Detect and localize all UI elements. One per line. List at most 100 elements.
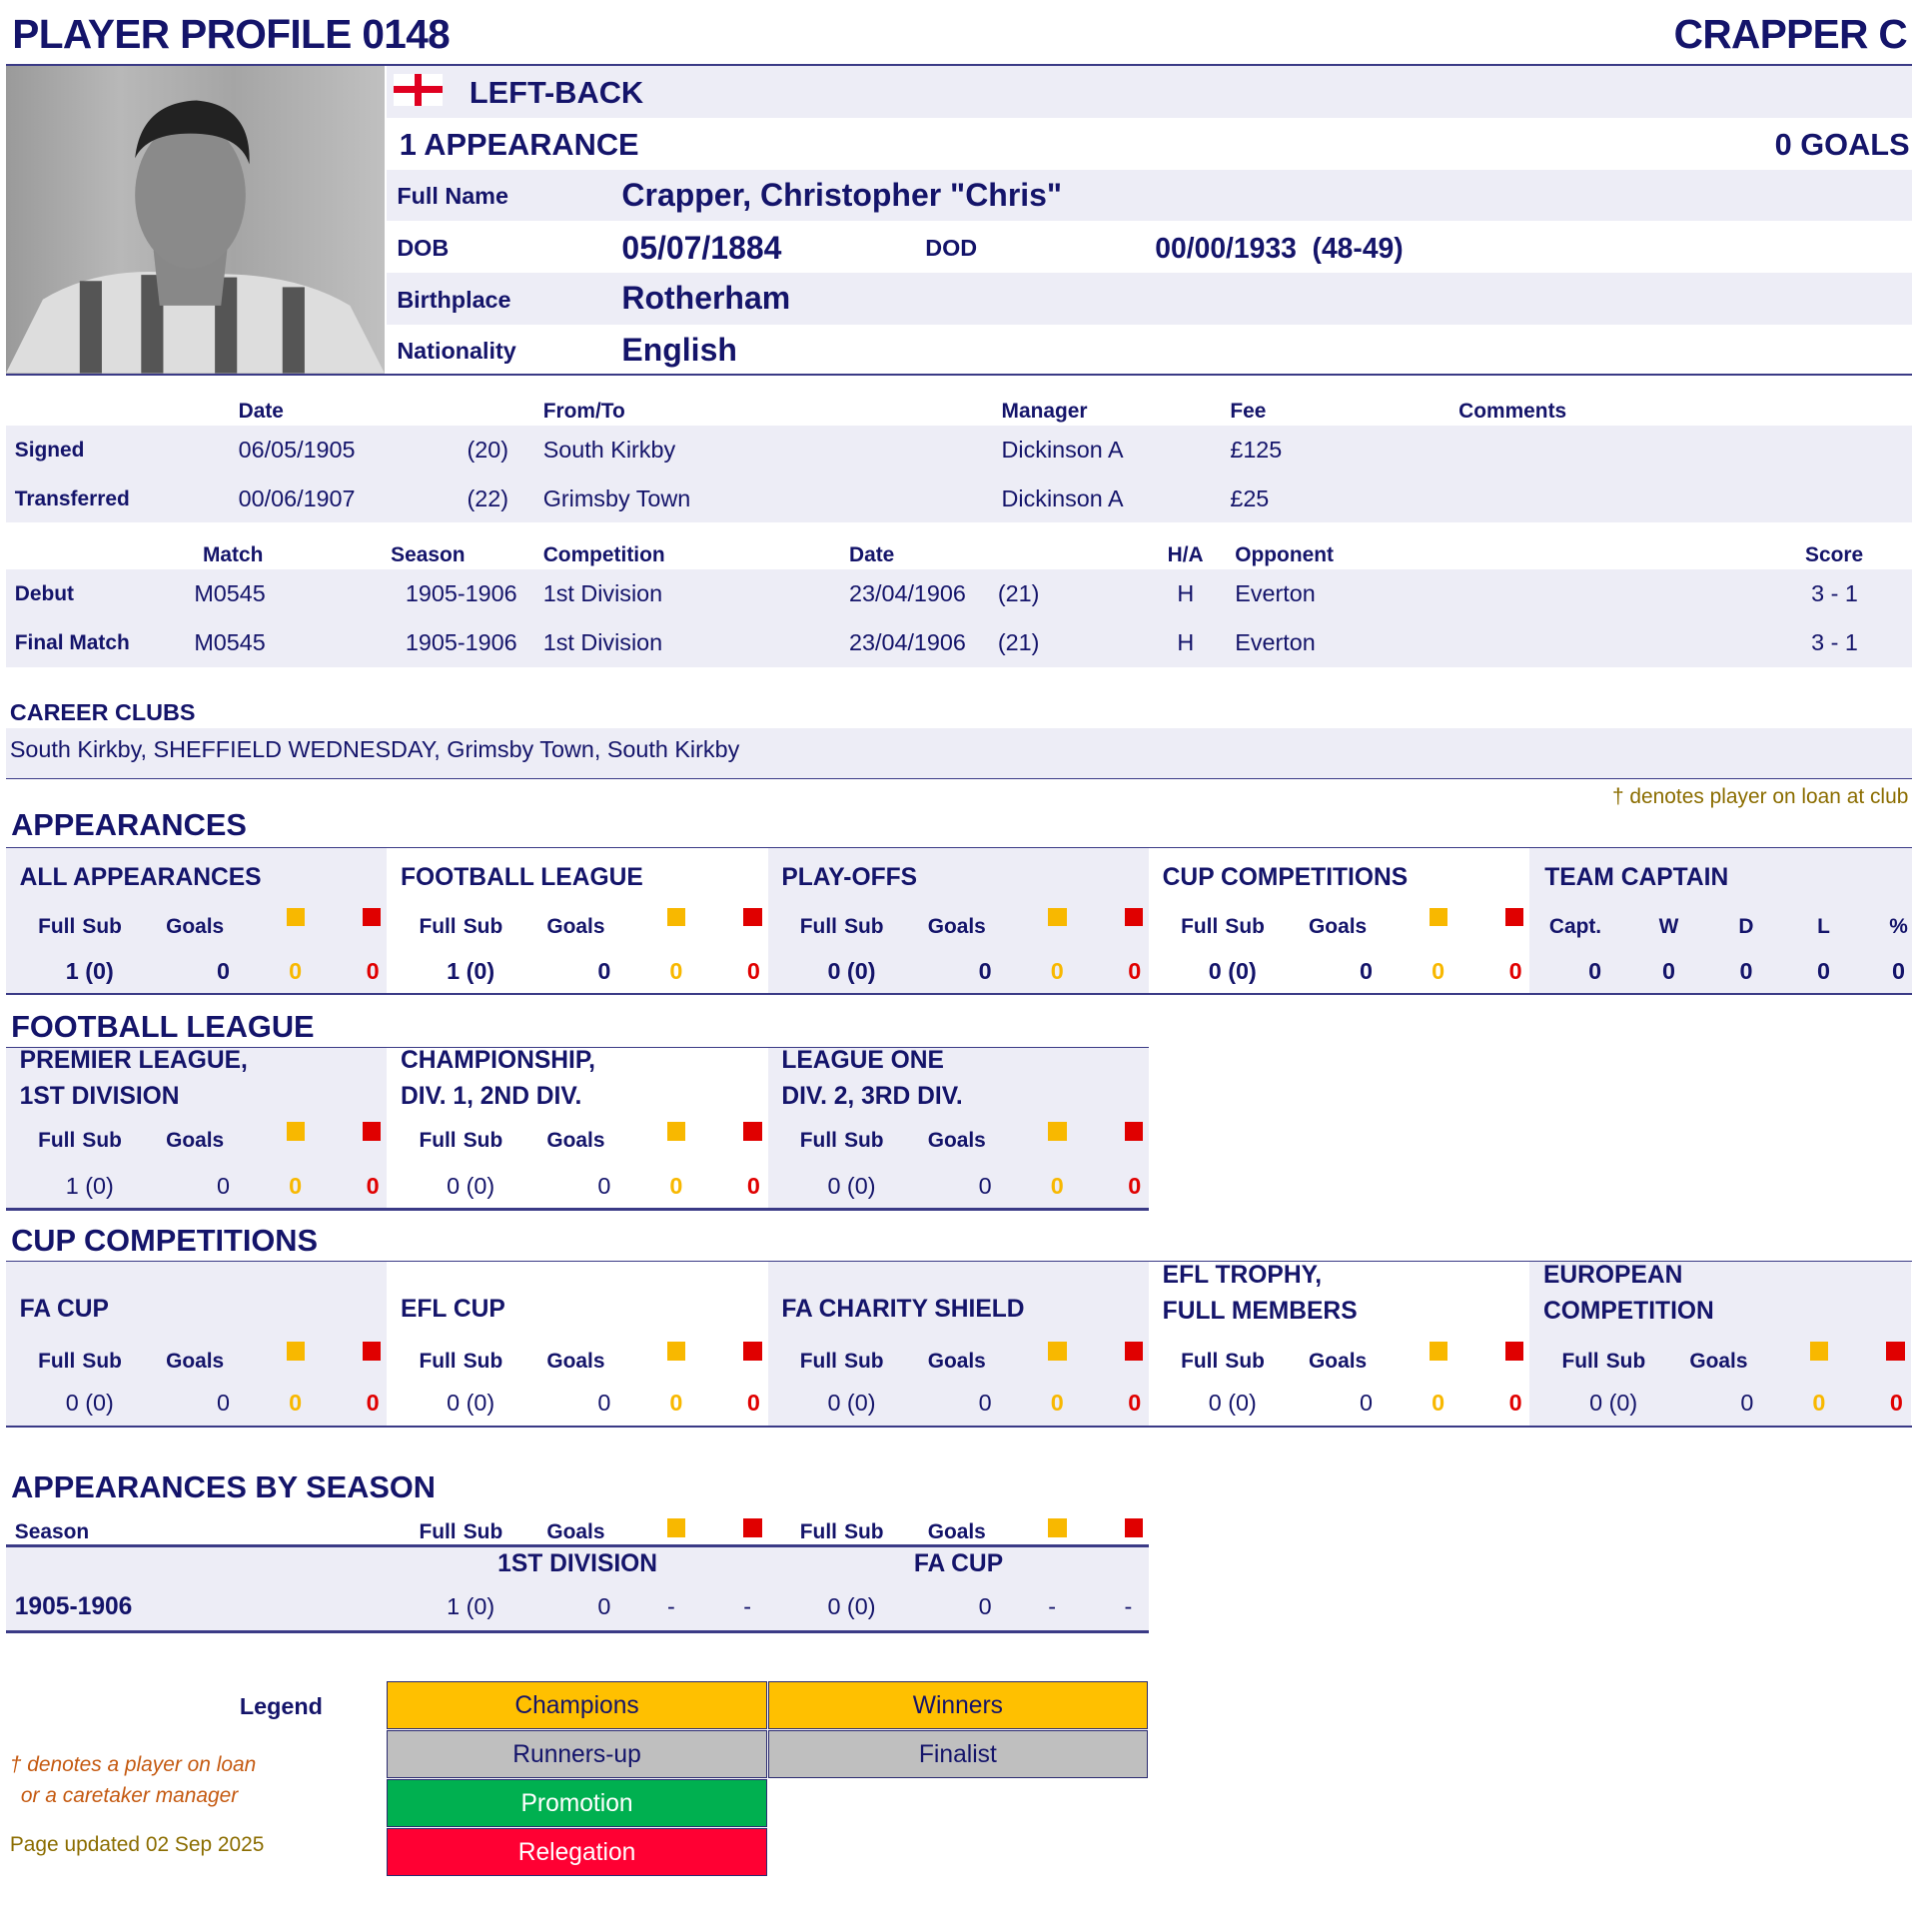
transfer-type-label: Signed (14, 439, 85, 463)
dob-label: DOB (397, 234, 450, 261)
sub-header: Sub (844, 1129, 884, 1153)
header-match: Match (202, 542, 264, 566)
goals-header: Goals (546, 1519, 605, 1543)
team-captain-title: TEAM CAPTAIN (1544, 863, 1729, 891)
sub-header: Sub (463, 1519, 503, 1543)
stat-block-title: PLAY-OFFS (781, 863, 918, 891)
sub-header: Sub (82, 915, 122, 939)
yellow-cards-value: 0 (289, 1172, 303, 1199)
red-card-icon (1504, 908, 1524, 927)
goals-value: 0 (597, 1390, 611, 1417)
yellow-cards-value: 0 (669, 1390, 683, 1417)
football-league-title: FOOTBALL LEAGUE (11, 1008, 315, 1044)
cup-competitions-title: CUP COMPETITIONS (11, 1222, 319, 1258)
captain-value: 0 (1891, 958, 1905, 985)
full-header: Full (1181, 915, 1219, 939)
goals-value: 0 (978, 958, 992, 985)
yellow-cards-value: 0 (1812, 1390, 1826, 1417)
stat-block (6, 1048, 388, 1209)
goals-header: Goals (546, 1129, 605, 1153)
red-cards-value: 0 (1128, 1390, 1142, 1417)
header-competition: Competition (542, 542, 665, 566)
goals-header: Goals (927, 915, 986, 939)
goals-value: 0 (978, 1390, 992, 1417)
full-header: Full (38, 1349, 76, 1373)
dod-value: 00/00/1933 (48-49) (1155, 232, 1404, 265)
goals-header: Goals (927, 1349, 986, 1373)
match-score: 3 - 1 (1811, 628, 1858, 655)
season-header: Season (14, 1519, 90, 1543)
yellow-card-icon (286, 908, 306, 927)
transfer-club: Grimsby Town (542, 484, 691, 511)
yellow-card-icon (1048, 1518, 1067, 1537)
sub-header: Sub (463, 1349, 503, 1373)
team-captain-block (1529, 847, 1913, 993)
legend-loan-note-line-2: or a caretaker manager (20, 1784, 239, 1808)
header-comments: Comments (1458, 399, 1567, 423)
match-score: 3 - 1 (1811, 579, 1858, 606)
full-header: Full (1561, 1349, 1599, 1373)
match-id: M0545 (194, 628, 266, 655)
goals-header: Goals (1689, 1349, 1748, 1373)
full-header: Full (419, 915, 457, 939)
full-sub-value: 0 (0) (827, 958, 876, 985)
appearance-count: 1 APPEARANCE (399, 126, 639, 162)
full-sub-value: 0 (0) (827, 1390, 876, 1417)
captain-header: D (1738, 915, 1754, 939)
captain-value: 0 (1661, 958, 1675, 985)
red-cards-value: - (1124, 1593, 1133, 1620)
red-card-icon (1124, 1122, 1143, 1141)
yellow-cards-value: 0 (1050, 958, 1064, 985)
red-cards-value: 0 (366, 1390, 380, 1417)
sub-header: Sub (1225, 915, 1265, 939)
goals-value: 0 (1360, 958, 1373, 985)
stat-block (767, 847, 1150, 993)
captain-header: % (1889, 915, 1908, 939)
red-card-icon (743, 1518, 762, 1537)
full-header: Full (38, 1129, 76, 1153)
captain-value: 0 (1816, 958, 1830, 985)
legend-item-runners-up: Runners-up (387, 1729, 767, 1778)
stat-block-title: FOOTBALL LEAGUE (401, 863, 643, 891)
yellow-cards-value: - (1048, 1593, 1057, 1620)
goals-value: 0 (597, 1593, 611, 1620)
yellow-card-icon (1809, 1342, 1829, 1361)
birthplace-label: Birthplace (397, 286, 511, 313)
full-header: Full (419, 1349, 457, 1373)
captain-header: W (1658, 915, 1679, 939)
yellow-cards-value: - (666, 1593, 675, 1620)
match-competition: 1st Division (542, 579, 663, 606)
goals-value: 0 (1740, 1390, 1754, 1417)
match-type-label: Debut (14, 582, 74, 606)
captain-header: L (1817, 915, 1830, 939)
full-sub-value: 0 (0) (65, 1390, 114, 1417)
goals-value: 0 (978, 1593, 992, 1620)
season-label: 1905-1906 (14, 1593, 133, 1621)
player-photo (6, 66, 385, 374)
full-sub-value: 0 (0) (447, 1172, 495, 1199)
stat-block-title: PREMIER LEAGUE, (19, 1047, 248, 1075)
red-card-icon (743, 908, 762, 927)
transfer-type-label: Transferred (14, 487, 130, 511)
stat-block-title: DIV. 2, 3RD DIV. (781, 1082, 963, 1110)
yellow-card-icon (1429, 1342, 1448, 1361)
sub-header: Sub (463, 1129, 503, 1153)
transfer-fee: £25 (1230, 484, 1270, 511)
nationality-value: English (621, 332, 737, 369)
page-title: PLAYER PROFILE 0148 (12, 11, 451, 58)
full-header: Full (1181, 1349, 1219, 1373)
yellow-cards-value: 0 (1432, 1390, 1445, 1417)
goals-value: 0 (217, 1390, 231, 1417)
yellow-card-icon (666, 1518, 686, 1537)
stat-block-title: CUP COMPETITIONS (1162, 863, 1409, 891)
page-updated: Page updated 02 Sep 2025 (9, 1833, 265, 1857)
goals-value: 0 (1360, 1390, 1373, 1417)
stat-block (6, 847, 388, 993)
red-cards-value: 0 (1508, 1390, 1522, 1417)
player-position: LEFT-BACK (469, 75, 644, 111)
full-sub-value: 0 (0) (447, 1390, 495, 1417)
goals-header: Goals (927, 1519, 986, 1543)
legend-item-promotion: Promotion (387, 1779, 767, 1828)
transfer-date: 06/05/1905 (238, 436, 356, 463)
header-manager: Manager (1001, 399, 1088, 423)
